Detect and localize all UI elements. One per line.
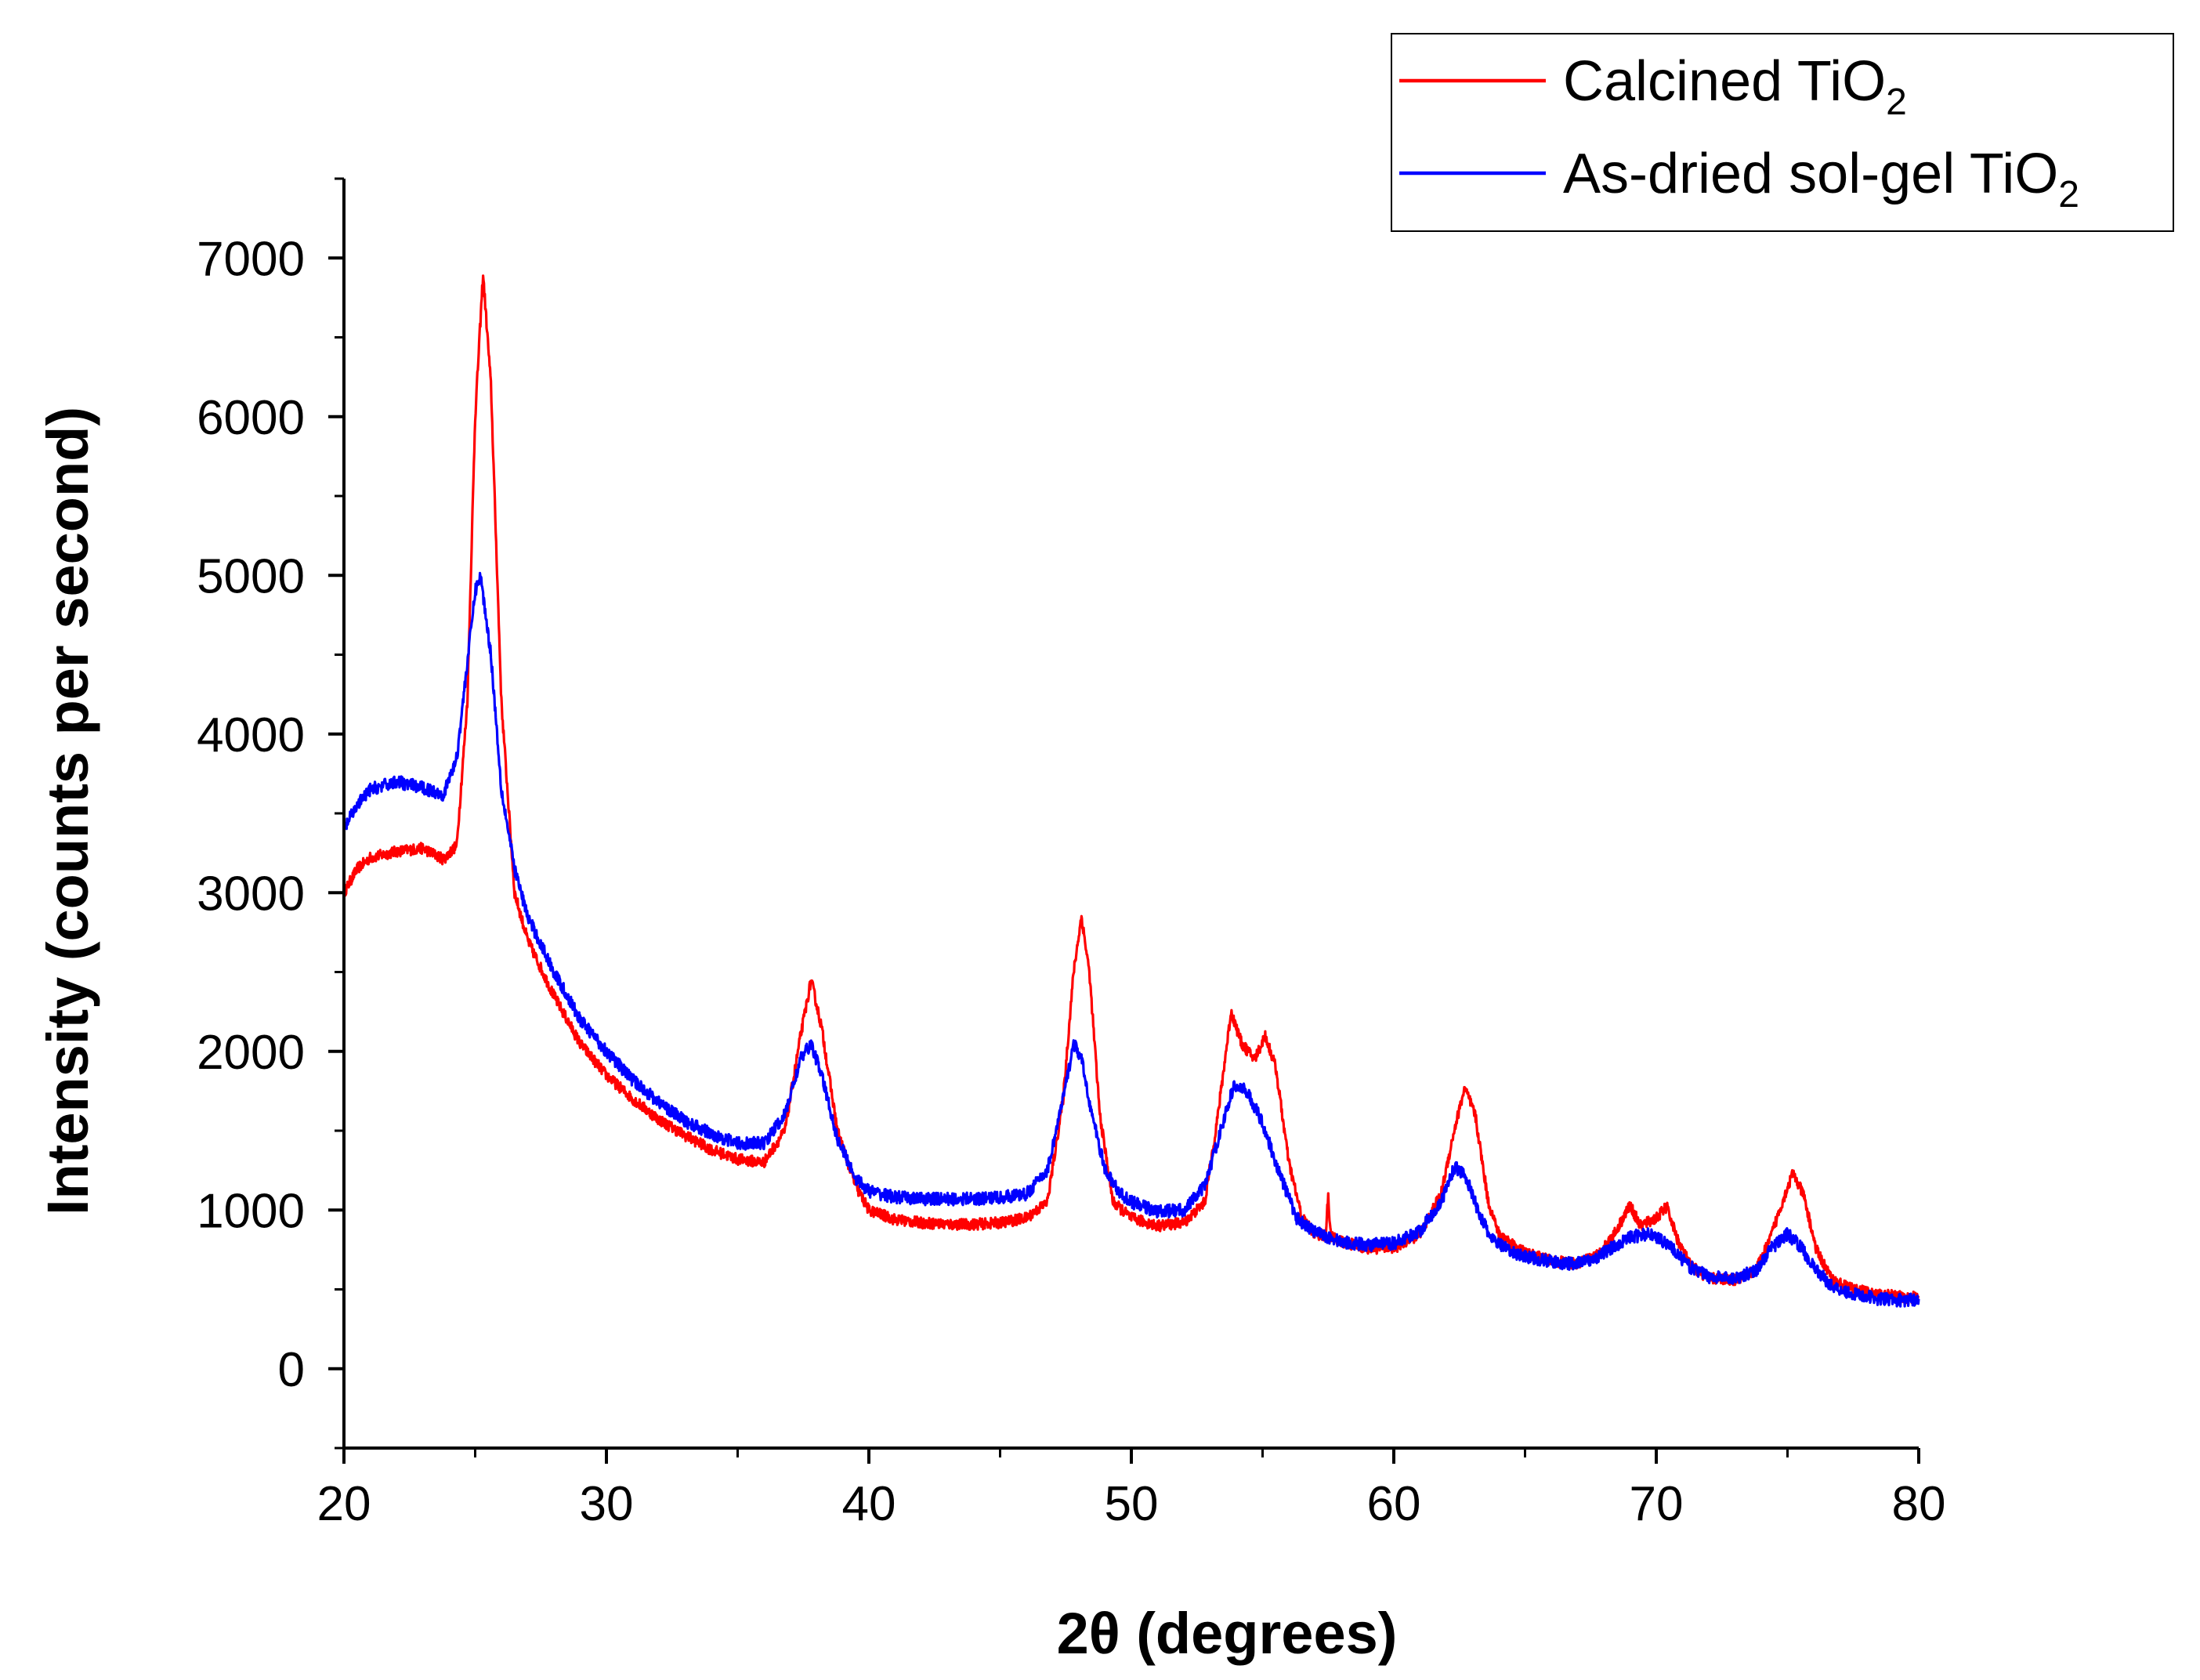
x-tick-label: 80: [1892, 1477, 1946, 1531]
y-tick-label: 1000: [197, 1184, 305, 1238]
x-tick-label: 20: [317, 1477, 371, 1531]
series-line-0: [342, 274, 1920, 1305]
legend-box: [1391, 33, 2174, 232]
y-tick-label: 4000: [197, 708, 305, 762]
legend-label-1: As-dried sol-gel TiO2: [1563, 143, 2079, 215]
y-tick-label: 2000: [197, 1026, 305, 1080]
axes-layer: 20 30 40 50 60 70 80 0 1000 2000 3000 4000 5000 6000 7…: [197, 177, 1946, 1531]
x-tick-label: 50: [1105, 1477, 1159, 1531]
legend-subscript: 2: [1886, 81, 1907, 123]
x-tick-label: 40: [842, 1477, 896, 1531]
y-tick-label: 0: [278, 1343, 305, 1397]
legend-subscript: 2: [2058, 174, 2079, 215]
legend: Calcined TiO2 As-dried sol-gel TiO2: [1391, 33, 2174, 232]
y-tick-label: 3000: [197, 867, 305, 921]
y-tick-label: 6000: [197, 391, 305, 445]
x-axis-title: 2θ (degrees): [1057, 1601, 1398, 1666]
x-tick-label: 60: [1367, 1477, 1421, 1531]
x-tick-label: 30: [580, 1477, 634, 1531]
y-tick-label: 7000: [197, 232, 305, 286]
y-tick-label: 5000: [197, 549, 305, 603]
x-tick-label: 70: [1630, 1477, 1684, 1531]
y-axis-title: Intensity (counts per second): [35, 407, 100, 1215]
series-line-1: [342, 571, 1920, 1308]
series-layer: [342, 274, 1920, 1308]
legend-label-0: Calcined TiO2: [1563, 50, 1907, 123]
